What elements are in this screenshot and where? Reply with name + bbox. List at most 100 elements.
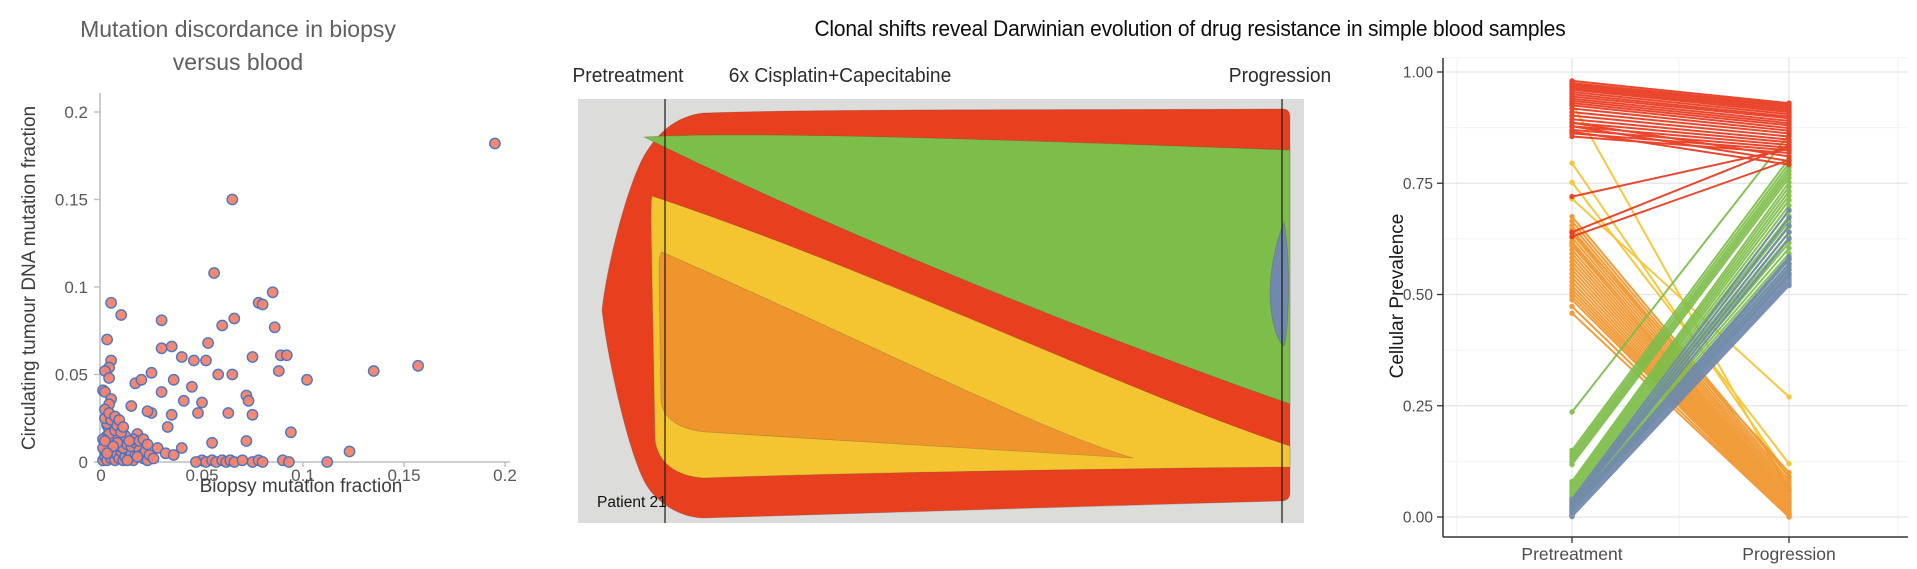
scatter-point <box>167 449 180 461</box>
slope-line <box>1571 224 1790 504</box>
slope-line <box>1571 162 1790 455</box>
fishplot-timepoint-lines <box>664 99 1283 523</box>
slope-endpoint <box>1786 184 1792 190</box>
scatter-point <box>226 193 239 206</box>
slope-line <box>1571 147 1790 198</box>
slope-line <box>1571 194 1790 488</box>
slope-endpoint <box>1569 461 1575 468</box>
slope-line <box>1571 231 1790 506</box>
slope-endpoint <box>1569 160 1575 166</box>
scatter-point <box>412 359 424 372</box>
scatter-point <box>161 421 174 433</box>
slope-endpoint <box>1569 513 1575 520</box>
slope-endpoint <box>1786 229 1792 235</box>
scatter-point <box>155 386 168 398</box>
slope-endpoint <box>1786 394 1792 400</box>
scatter-point <box>240 435 253 447</box>
slope-line <box>1571 176 1790 466</box>
scatter-point <box>177 394 190 407</box>
slope-line <box>1571 181 1790 483</box>
slope-endpoint <box>1786 500 1792 507</box>
slope-endpoint <box>1786 245 1792 251</box>
slope-line <box>1571 185 1790 485</box>
slope-endpoint <box>1569 409 1575 415</box>
scatter-point <box>165 408 178 421</box>
scatter-point <box>125 400 138 412</box>
scatter-point <box>192 407 204 419</box>
scatter-point <box>145 366 158 379</box>
scatter-point <box>246 408 259 421</box>
series-red-clone <box>1569 78 1792 240</box>
slope-line <box>1571 95 1790 120</box>
slope-endpoint <box>1786 193 1792 199</box>
slope-endpoint <box>1786 197 1792 203</box>
scatter-point <box>488 137 501 150</box>
scatter-title: Mutation discordance in biopsy versus bl… <box>80 16 396 75</box>
slope-line <box>1571 197 1790 398</box>
slope-line <box>1571 111 1790 135</box>
slope-line <box>1571 104 1790 130</box>
slope-endpoint <box>1569 218 1575 224</box>
scatter-point <box>175 351 188 363</box>
slopegraph-axes <box>1437 58 1908 543</box>
scatter-point <box>187 354 200 367</box>
scatter-point <box>101 333 114 346</box>
slope-endpoint <box>1569 193 1575 200</box>
series-blue-clone <box>1569 207 1792 520</box>
slope-ytick-label: 0.50 <box>1403 287 1434 304</box>
slope-endpoint <box>1569 274 1575 281</box>
slope-line <box>1571 87 1790 112</box>
scatter-point <box>216 319 229 332</box>
scatter-point <box>196 396 208 409</box>
slope-line <box>1571 265 1790 513</box>
series-orange-clone <box>1569 213 1792 520</box>
slope-endpoint <box>1569 229 1575 235</box>
slope-endpoint <box>1569 233 1575 240</box>
slope-line <box>1571 88 1790 114</box>
clone-green <box>642 134 1291 405</box>
slope-endpoint <box>1786 215 1792 221</box>
slopegraph-gridlines <box>1443 57 1908 537</box>
scatter-xtick-label: 0 <box>96 466 105 485</box>
slope-endpoint <box>1569 250 1575 257</box>
slope-line <box>1571 107 1790 132</box>
slope-line <box>1571 97 1790 122</box>
scatter-point <box>222 407 235 419</box>
slope-endpoint <box>1786 157 1792 163</box>
slope-endpoint <box>1569 278 1575 285</box>
slope-line <box>1571 102 1790 127</box>
slope-endpoint <box>1786 236 1792 242</box>
slope-ytick-label: 0.00 <box>1403 510 1434 527</box>
scatter-x-axis-title: Biopsy mutation fraction <box>199 476 403 497</box>
slope-endpoint <box>1569 179 1575 186</box>
slope-line <box>1571 258 1790 510</box>
clone-orange <box>658 251 1134 459</box>
scatter-ytick-label: 0.05 <box>55 366 88 385</box>
scatter-point <box>135 373 148 386</box>
scatter-point <box>321 456 334 468</box>
slope-line <box>1571 159 1790 238</box>
clone-blue <box>1269 220 1289 347</box>
slope-endpoint <box>1569 254 1575 261</box>
fishplot-label-pretreatment: Pretreatment <box>572 65 684 87</box>
slope-endpoint <box>1569 303 1575 310</box>
scatter-point <box>200 354 212 367</box>
scatter-point <box>189 456 202 468</box>
slope-endpoint <box>1786 207 1792 213</box>
scatter-point <box>103 372 116 384</box>
scatter-point <box>175 442 188 454</box>
slope-line <box>1571 217 1790 502</box>
slope-line <box>1571 237 1790 507</box>
slope-endpoint <box>1569 120 1575 126</box>
slope-ytick-label: 0.75 <box>1403 176 1433 193</box>
slope-endpoint <box>1569 133 1575 140</box>
slope-line <box>1571 121 1790 158</box>
slope-category-label: Pretreatment <box>1521 544 1622 564</box>
slope-line <box>1571 114 1790 138</box>
fishplot-patient-label: Patient 21 <box>597 494 667 511</box>
scatter-point <box>202 337 215 349</box>
scatter-tick-labels: 0 0.05 0.1 0.15 0.2 0 0.05 0.1 0.15 0.2 <box>55 103 517 485</box>
scatter-point <box>282 456 295 468</box>
